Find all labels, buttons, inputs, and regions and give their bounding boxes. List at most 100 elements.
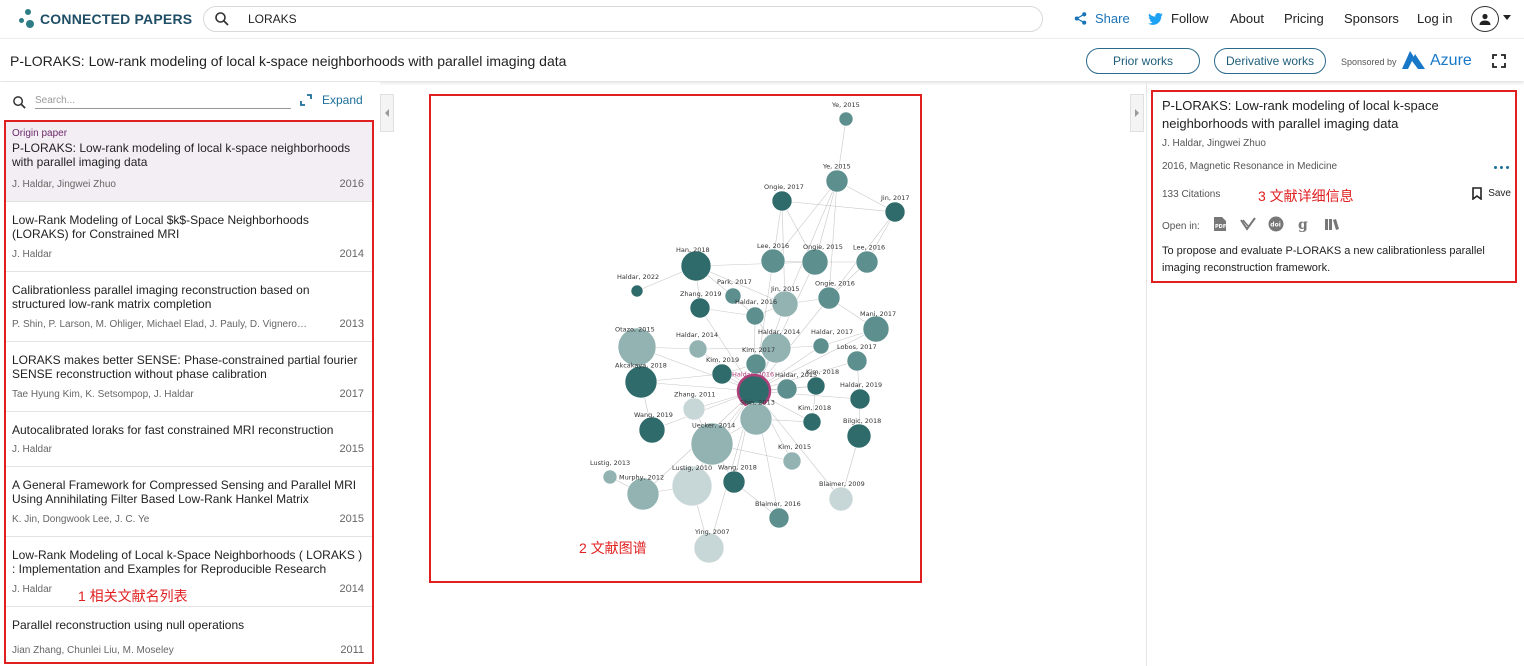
graph-node[interactable]: Haldar, 2022 xyxy=(617,273,659,298)
graph-node-circle[interactable] xyxy=(760,248,786,274)
graph-node[interactable]: Lee, 2016 xyxy=(853,244,885,274)
list-item-origin[interactable]: Origin paper P-LORAKS: Low-rank modeling… xyxy=(6,122,372,202)
graph-node[interactable]: Kim, 2018 xyxy=(798,404,831,432)
graph-node[interactable]: Haldar, 2014 xyxy=(676,331,718,359)
graph-node[interactable]: Ye, 2015 xyxy=(822,163,851,193)
graph-node-circle[interactable] xyxy=(724,287,742,305)
graph-node[interactable]: Jin, 2015 xyxy=(770,285,800,318)
nav-about[interactable]: About xyxy=(1230,11,1264,26)
graph-node[interactable]: Uecker, 2014 xyxy=(690,422,735,466)
citation-graph[interactable]: Ye, 2015 Ye, 2015 Ongie, 2017 Jin, 2017 Hald… xyxy=(429,94,922,583)
graph-node-circle[interactable] xyxy=(768,507,790,529)
graph-node[interactable]: Zhang, 2011 xyxy=(674,391,715,421)
graph-node[interactable]: Otazo, 2015 xyxy=(615,325,657,367)
graph-node-circle[interactable] xyxy=(782,451,802,471)
graph-node[interactable]: Ying, 2007 xyxy=(693,528,729,564)
graph-node-circle[interactable] xyxy=(812,337,830,355)
graph-node-circle[interactable] xyxy=(806,376,826,396)
derivative-works-button[interactable]: Derivative works xyxy=(1214,48,1326,74)
logo[interactable]: CONNECTED PAPERS xyxy=(18,9,192,29)
graph-node[interactable]: Akcakaya, 2018 xyxy=(615,362,667,399)
graph-node-circle[interactable] xyxy=(745,306,765,326)
graph-node[interactable]: Haldar, 2016 xyxy=(735,298,777,326)
graph-node[interactable]: Park, 2017 xyxy=(717,278,752,305)
graph-node[interactable]: Lee, 2016 xyxy=(757,242,789,274)
graph-node-circle[interactable] xyxy=(638,416,666,444)
graph-node[interactable]: Jin, 2017 xyxy=(880,194,910,223)
graph-node-circle[interactable] xyxy=(828,486,854,512)
graph-node-circle[interactable] xyxy=(688,339,708,359)
follow-button[interactable]: Follow xyxy=(1148,11,1209,26)
collapse-right-panel-button[interactable] xyxy=(1130,94,1144,132)
graph-node-circle[interactable] xyxy=(682,397,706,421)
graph-node[interactable]: Han, 2018 xyxy=(676,246,712,282)
graph-node-circle[interactable] xyxy=(760,332,792,364)
graph-node-circle[interactable] xyxy=(689,297,711,319)
doi-icon[interactable]: doi xyxy=(1268,216,1284,232)
save-button[interactable]: Save xyxy=(1472,187,1511,200)
main-search-input[interactable]: LORAKS xyxy=(203,6,1043,32)
graph-node-circle[interactable] xyxy=(617,327,657,367)
graph-node[interactable]: Haldar, 2019 xyxy=(840,381,882,410)
graph-node-circle[interactable] xyxy=(862,315,890,343)
graph-node-circle[interactable] xyxy=(711,363,733,385)
share-button[interactable]: Share xyxy=(1074,11,1130,26)
list-item[interactable]: Calibrationless parallel imaging reconst… xyxy=(6,272,372,342)
graph-node[interactable]: Ye, 2015 xyxy=(831,101,860,127)
graph-node[interactable]: Ongie, 2016 xyxy=(815,280,855,310)
graph-node[interactable]: Zhang, 2019 xyxy=(680,290,721,319)
pdf-icon[interactable]: PDF xyxy=(1212,216,1228,232)
fullscreen-icon[interactable] xyxy=(1492,54,1506,68)
graph-node[interactable]: Mani, 2017 xyxy=(860,310,896,343)
graph-node[interactable]: Ongie, 2017 xyxy=(764,183,804,212)
graph-node-circle[interactable] xyxy=(846,423,872,449)
graph-node-circle[interactable] xyxy=(771,290,799,318)
collapse-left-panel-button[interactable] xyxy=(380,94,394,132)
graph-node-circle[interactable] xyxy=(690,422,734,466)
graph-node[interactable]: Lustig, 2013 xyxy=(590,459,630,485)
graph-node[interactable]: Bilgic, 2018 xyxy=(843,417,881,449)
list-search-input[interactable]: Search... xyxy=(12,92,292,112)
graph-node[interactable]: Kim, 2019 xyxy=(706,356,739,385)
graph-node-circle[interactable] xyxy=(817,286,841,310)
graph-node-circle[interactable] xyxy=(671,465,713,507)
graph-node[interactable]: Kim, 2015 xyxy=(778,443,811,471)
graph-node[interactable]: Haldar, 2014 xyxy=(758,328,800,364)
nav-sponsors[interactable]: Sponsors xyxy=(1344,11,1399,26)
graph-node[interactable]: Lustig, 2010 xyxy=(671,464,713,507)
list-item[interactable]: LORAKS makes better SENSE: Phase-constra… xyxy=(6,342,372,412)
graph-node[interactable]: Shin, 2013 xyxy=(739,399,775,436)
graph-canvas[interactable]: Ye, 2015 Ye, 2015 Ongie, 2017 Jin, 2017 Hald… xyxy=(431,96,920,581)
graph-node[interactable]: Haldar, 2016 xyxy=(732,371,774,409)
list-item[interactable]: Parallel reconstruction using null opera… xyxy=(6,607,372,662)
nav-pricing[interactable]: Pricing xyxy=(1284,11,1324,26)
graph-node[interactable]: Kim, 2018 xyxy=(806,368,839,396)
graph-node-circle[interactable] xyxy=(739,402,773,436)
graph-node-circle[interactable] xyxy=(849,388,871,410)
more-options-icon[interactable] xyxy=(1494,166,1509,169)
graph-node[interactable]: Haldar, 2015 xyxy=(775,371,817,400)
graph-node-circle[interactable] xyxy=(693,532,725,564)
sponsor-logo[interactable]: Azure xyxy=(1400,51,1472,71)
graph-node-circle[interactable] xyxy=(624,365,658,399)
graph-node[interactable]: Blaimer, 2009 xyxy=(819,480,865,512)
semantic-scholar-icon[interactable] xyxy=(1240,216,1256,232)
graph-node[interactable]: Blaimer, 2016 xyxy=(755,500,801,529)
graph-node-circle[interactable] xyxy=(626,477,660,511)
google-scholar-icon[interactable]: g xyxy=(1296,216,1312,232)
list-item[interactable]: Low-Rank Modeling of Local k-Space Neigh… xyxy=(6,537,372,607)
graph-node-circle[interactable] xyxy=(722,470,746,494)
graph-node-circle[interactable] xyxy=(855,250,879,274)
graph-node-circle[interactable] xyxy=(825,169,849,193)
expand-button[interactable]: Expand xyxy=(300,93,363,107)
graph-node-circle[interactable] xyxy=(884,201,906,223)
graph-node[interactable]: Ongie, 2015 xyxy=(801,243,843,276)
graph-node-circle[interactable] xyxy=(776,378,798,400)
detail-title[interactable]: P-LORAKS: Low-rank modeling of local k-s… xyxy=(1162,98,1439,131)
graph-node[interactable]: Haldar, 2017 xyxy=(811,328,853,355)
graph-node-circle[interactable] xyxy=(771,190,793,212)
graph-node-circle[interactable] xyxy=(802,412,822,432)
graph-node[interactable]: Wang, 2019 xyxy=(634,411,673,444)
user-menu-button[interactable] xyxy=(1471,6,1499,32)
graph-node-circle[interactable] xyxy=(838,111,854,127)
